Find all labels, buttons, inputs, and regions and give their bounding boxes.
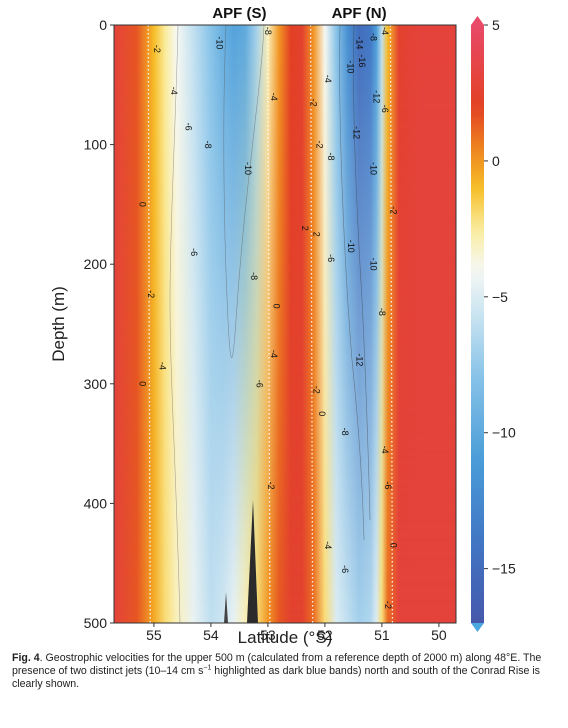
contour-labels: -2-4-6-8-10-10-8-40-6-2-40-80-4-6-222-2-… [138, 27, 399, 609]
contour-label: -2 [146, 290, 156, 298]
contour-label: -8 [263, 27, 273, 35]
figure-caption: Fig. 4. Geostrophic velocities for the u… [12, 652, 558, 691]
y-tick-label: 500 [84, 615, 108, 631]
contour-line [223, 24, 265, 359]
x-tick-label: 55 [146, 627, 162, 643]
contour-label: -4 [380, 446, 390, 454]
seamount-shape-small [224, 592, 228, 623]
x-tick-label: 54 [203, 627, 219, 643]
contour-label: -10 [346, 240, 356, 253]
contour-label: -6 [326, 254, 336, 262]
contour-label: -8 [203, 141, 213, 149]
colorbar-ticks: 5 0 −5 −10 −15 [484, 17, 516, 577]
contour-line [353, 24, 371, 521]
colorbar-tick-label: −10 [492, 425, 516, 441]
x-axis-label: Latitude (°S) [238, 628, 333, 647]
caption-text: . Geostrophic velocities for the upper 5… [12, 652, 542, 677]
contour-label: -2 [389, 206, 399, 214]
colorbar: 5 0 −5 −10 −15 [471, 16, 516, 632]
contour-label: -6 [183, 123, 193, 131]
contour-label: -10 [369, 258, 379, 271]
plot-frame [113, 24, 457, 624]
seamount-shape [247, 500, 258, 623]
contour-label: -8 [249, 272, 259, 280]
contour-label: -4 [158, 362, 168, 370]
colorbar-bar [471, 25, 484, 623]
contour-label: -8 [340, 428, 350, 436]
contour-label: -2 [152, 45, 162, 53]
plot-area: -2-4-6-8-10-10-8-40-6-2-40-80-4-6-222-2-… [113, 24, 457, 624]
front-label: APF (S) [212, 5, 266, 22]
contour-label: -12 [371, 90, 381, 103]
y-tick-label: 200 [84, 256, 108, 272]
contour-label: -4 [169, 87, 179, 95]
contour-label: -6 [380, 105, 390, 113]
contour-label: -12 [351, 126, 361, 139]
contour-label: 0 [389, 543, 399, 548]
contour-label: 2 [312, 232, 322, 237]
contour-label: -12 [354, 353, 364, 366]
y-tick-label: 100 [84, 137, 108, 153]
y-axis-label: Depth (m) [49, 286, 68, 362]
field-surface-layer [114, 25, 456, 623]
y-tick-label: 400 [84, 495, 108, 511]
contour-label: 0 [317, 411, 327, 416]
y-axis-ticks: 0 100 200 300 400 500 [84, 17, 114, 631]
contour-label: 2 [300, 226, 310, 231]
contour-line [339, 24, 365, 541]
contour-label: -2 [266, 481, 276, 489]
velocity-section-chart: -2-4-6-8-10-10-8-40-6-2-40-80-4-6-222-2-… [49, 5, 516, 647]
caption-label: Fig. 4 [12, 652, 40, 664]
x-tick-label: 51 [374, 627, 390, 643]
contour-label: -4 [323, 75, 333, 83]
contour-label: -2 [314, 141, 324, 149]
caption-superscript: −1 [203, 664, 212, 672]
contour-label: 0 [138, 202, 148, 207]
colorbar-tick-label: 5 [492, 17, 500, 33]
contour-label: -10 [215, 36, 225, 49]
colorbar-tick-label: −5 [492, 289, 508, 305]
contour-label: -2 [309, 99, 319, 107]
x-axis-ticks: 55 54 53 52 51 50 [146, 623, 447, 643]
contour-label: -10 [368, 162, 378, 175]
contour-label: -14 [354, 36, 364, 49]
colorbar-max-arrow [471, 16, 484, 25]
contour-label: -6 [189, 248, 199, 256]
x-tick-label: 53 [260, 627, 276, 643]
colorbar-min-arrow [471, 623, 484, 632]
colorbar-tick-label: −15 [492, 561, 516, 577]
contour-label: 0 [138, 381, 148, 386]
contour-label: -8 [377, 308, 387, 316]
y-tick-label: 300 [84, 376, 108, 392]
colorbar-tick-label: 0 [492, 153, 500, 169]
contour-label: -8 [369, 33, 379, 41]
contour-label: -8 [326, 153, 336, 161]
contour-label: -16 [357, 54, 367, 67]
contour-label: 0 [272, 304, 282, 309]
contour-label: -4 [323, 541, 333, 549]
contour-label: -4 [269, 93, 279, 101]
contour-label: -4 [380, 27, 390, 35]
contour-label: -2 [383, 601, 393, 609]
contour-label: -2 [312, 386, 322, 394]
contour-label: -4 [269, 350, 279, 358]
caption-text-end: highlighted as dark blue bands) north an… [12, 665, 540, 690]
contour-label: -10 [243, 162, 253, 175]
contour-label: -10 [346, 60, 356, 73]
contour-label: -6 [255, 380, 265, 388]
y-tick-label: 0 [99, 17, 107, 33]
contour-line [169, 24, 181, 624]
x-tick-label: 50 [431, 627, 447, 643]
x-tick-label: 52 [317, 627, 333, 643]
contour-label: -6 [383, 481, 393, 489]
front-labels: APF (S) APF (N) [212, 5, 386, 22]
contour-label: -6 [340, 565, 350, 573]
front-label: APF (N) [332, 5, 387, 22]
